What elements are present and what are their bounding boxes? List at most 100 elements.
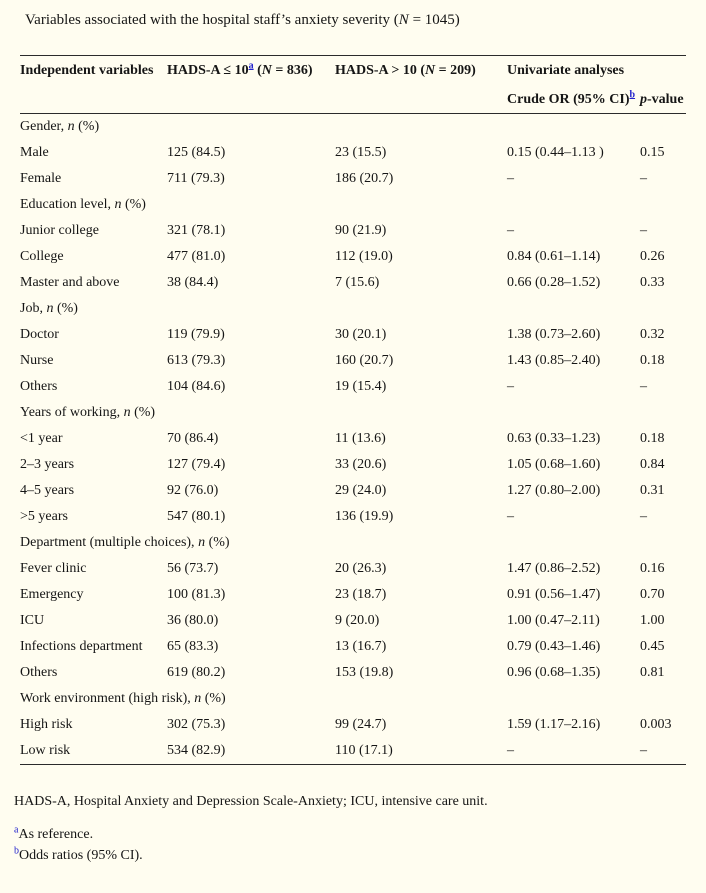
cell-p-value: 0.70 [640, 587, 665, 602]
row-label: ICU [20, 613, 45, 628]
cell-crude-or: 0.91 (0.56–1.47) [507, 587, 601, 602]
cell-p-value: – [640, 379, 647, 394]
section-label: Work environment (high risk), n (%) [20, 691, 226, 706]
header-independent-variables: Independent variables [20, 63, 154, 78]
italic-text: N [261, 63, 272, 78]
cell-crude-or: 0.66 (0.28–1.52) [507, 275, 601, 290]
row-label: Nurse [20, 353, 54, 368]
cell-hads-high: 23 (18.7) [335, 587, 387, 602]
cell-p-value: – [640, 171, 647, 186]
cell-hads-low: 65 (83.3) [167, 639, 219, 654]
cell-p-value: 1.00 [640, 613, 665, 628]
cell-hads-high: 110 (17.1) [335, 743, 393, 758]
cell-hads-low: 711 (79.3) [167, 171, 225, 186]
cell-crude-or: 0.96 (0.68–1.35) [507, 665, 601, 680]
cell-hads-low: 38 (84.4) [167, 275, 219, 290]
table-row: <1 year 70 (86.4) 11 (13.6) 0.63 (0.33–1.23… [20, 426, 686, 452]
cell-p-value: 0.003 [640, 717, 672, 732]
cell-crude-or: 1.00 (0.47–2.11) [507, 613, 600, 628]
cell-hads-low: 36 (80.0) [167, 613, 219, 628]
cell-hads-high: 112 (19.0) [335, 249, 393, 264]
cell-hads-high: 136 (19.9) [335, 509, 394, 524]
cell-crude-or: – [507, 379, 514, 394]
cell-hads-high: 23 (15.5) [335, 145, 387, 160]
footnote-marker-a[interactable]: a [248, 60, 254, 72]
abbreviations-note: HADS-A, Hospital Anxiety and Depression … [14, 794, 488, 809]
cell-hads-high: 90 (21.9) [335, 223, 387, 238]
table-header: Independent variables HADS-A ≤ 10a (N = … [20, 56, 686, 114]
row-label: <1 year [20, 431, 63, 446]
cell-p-value: – [640, 223, 647, 238]
cell-p-value: 0.16 [640, 561, 665, 576]
table-row: Emergency 100 (81.3) 23 (18.7) 0.91 (0.56–1… [20, 582, 686, 608]
cell-hads-low: 534 (82.9) [167, 743, 226, 758]
footnote-b: bOdds ratios (95% CI). [14, 845, 143, 863]
section-row: Department (multiple choices), n (%) [20, 530, 686, 556]
cell-hads-low: 619 (80.2) [167, 665, 226, 680]
cell-hads-low: 127 (79.4) [167, 457, 226, 472]
table-row: Doctor 119 (79.9) 30 (20.1) 1.38 (0.73–2.60… [20, 322, 686, 348]
table-row: >5 years 547 (80.1) 136 (19.9) – – [20, 504, 686, 530]
cell-crude-or: 1.59 (1.17–2.16) [507, 717, 601, 732]
cell-hads-low: 56 (73.7) [167, 561, 219, 576]
cell-p-value: 0.15 [640, 145, 665, 160]
cell-hads-low: 613 (79.3) [167, 353, 226, 368]
section-label: Job, n (%) [20, 301, 78, 316]
cell-crude-or: 1.47 (0.86–2.52) [507, 561, 601, 576]
italic-text: n [114, 197, 122, 212]
row-label: Low risk [20, 743, 71, 758]
section-row: Education level, n (%) [20, 192, 686, 218]
italic-text: n [198, 535, 206, 550]
cell-p-value: 0.45 [640, 639, 665, 654]
table-row: 2–3 years 127 (79.4) 33 (20.6) 1.05 (0.68–1… [20, 452, 686, 478]
cell-p-value: 0.26 [640, 249, 665, 264]
cell-hads-high: 29 (24.0) [335, 483, 387, 498]
footnote-marker-b[interactable]: b [629, 88, 636, 100]
cell-p-value: 0.32 [640, 327, 665, 342]
row-label: >5 years [20, 509, 68, 524]
cell-crude-or: 0.15 (0.44–1.13 ) [507, 145, 604, 160]
section-label: Department (multiple choices), n (%) [20, 535, 230, 550]
row-label: Fever clinic [20, 561, 87, 576]
cell-crude-or: 1.27 (0.80–2.00) [507, 483, 601, 498]
section-row: Gender, n (%) [20, 114, 686, 141]
italic-text: n [194, 691, 202, 706]
cell-hads-high: 7 (15.6) [335, 275, 380, 290]
section-row: Job, n (%) [20, 296, 686, 322]
section-label: Education level, n (%) [20, 197, 146, 212]
cell-crude-or: – [507, 223, 514, 238]
cell-hads-high: 186 (20.7) [335, 171, 394, 186]
cell-p-value: 0.33 [640, 275, 665, 290]
cell-p-value: 0.84 [640, 457, 665, 472]
header-spacer-1 [20, 86, 167, 114]
cell-hads-low: 100 (81.3) [167, 587, 226, 602]
cell-crude-or: 0.84 (0.61–1.14) [507, 249, 601, 264]
italic-text: N [398, 12, 409, 28]
row-label: Male [20, 145, 49, 160]
section-row: Work environment (high risk), n (%) [20, 686, 686, 712]
cell-hads-low: 302 (75.3) [167, 717, 226, 732]
results-table: Independent variables HADS-A ≤ 10a (N = … [20, 55, 686, 765]
row-label: Doctor [20, 327, 59, 342]
cell-hads-low: 92 (76.0) [167, 483, 219, 498]
table-row: Male 125 (84.5) 23 (15.5) 0.15 (0.44–1.13 )… [20, 140, 686, 166]
row-label: Junior college [20, 223, 99, 238]
table-row: Master and above 38 (84.4) 7 (15.6) 0.66 (0… [20, 270, 686, 296]
italic-text: p [640, 91, 647, 107]
header-hads-low: HADS-A ≤ 10a (N = 836) [167, 60, 313, 78]
cell-hads-high: 19 (15.4) [335, 379, 387, 394]
cell-p-value: 0.18 [640, 353, 665, 368]
cell-crude-or: – [507, 171, 514, 186]
section-row: Years of working, n (%) [20, 400, 686, 426]
table-row: Female 711 (79.3) 186 (20.7) – – [20, 166, 686, 192]
cell-crude-or: 1.05 (0.68–1.60) [507, 457, 601, 472]
table-row: Others 619 (80.2) 153 (19.8) 0.96 (0.68–1.3… [20, 660, 686, 686]
table-row: 4–5 years 92 (76.0) 29 (24.0) 1.27 (0.80–2.… [20, 478, 686, 504]
table-footnotes: HADS-A, Hospital Anxiety and Depression … [14, 792, 706, 866]
table-title: Variables associated with the hospital s… [25, 12, 460, 28]
section-label: Gender, n (%) [20, 119, 100, 134]
cell-hads-high: 9 (20.0) [335, 613, 380, 628]
cell-crude-or: 0.79 (0.43–1.46) [507, 639, 601, 654]
table-row: ICU 36 (80.0) 9 (20.0) 1.00 (0.47–2.11) 1.00 [20, 608, 686, 634]
cell-p-value: 0.31 [640, 483, 665, 498]
